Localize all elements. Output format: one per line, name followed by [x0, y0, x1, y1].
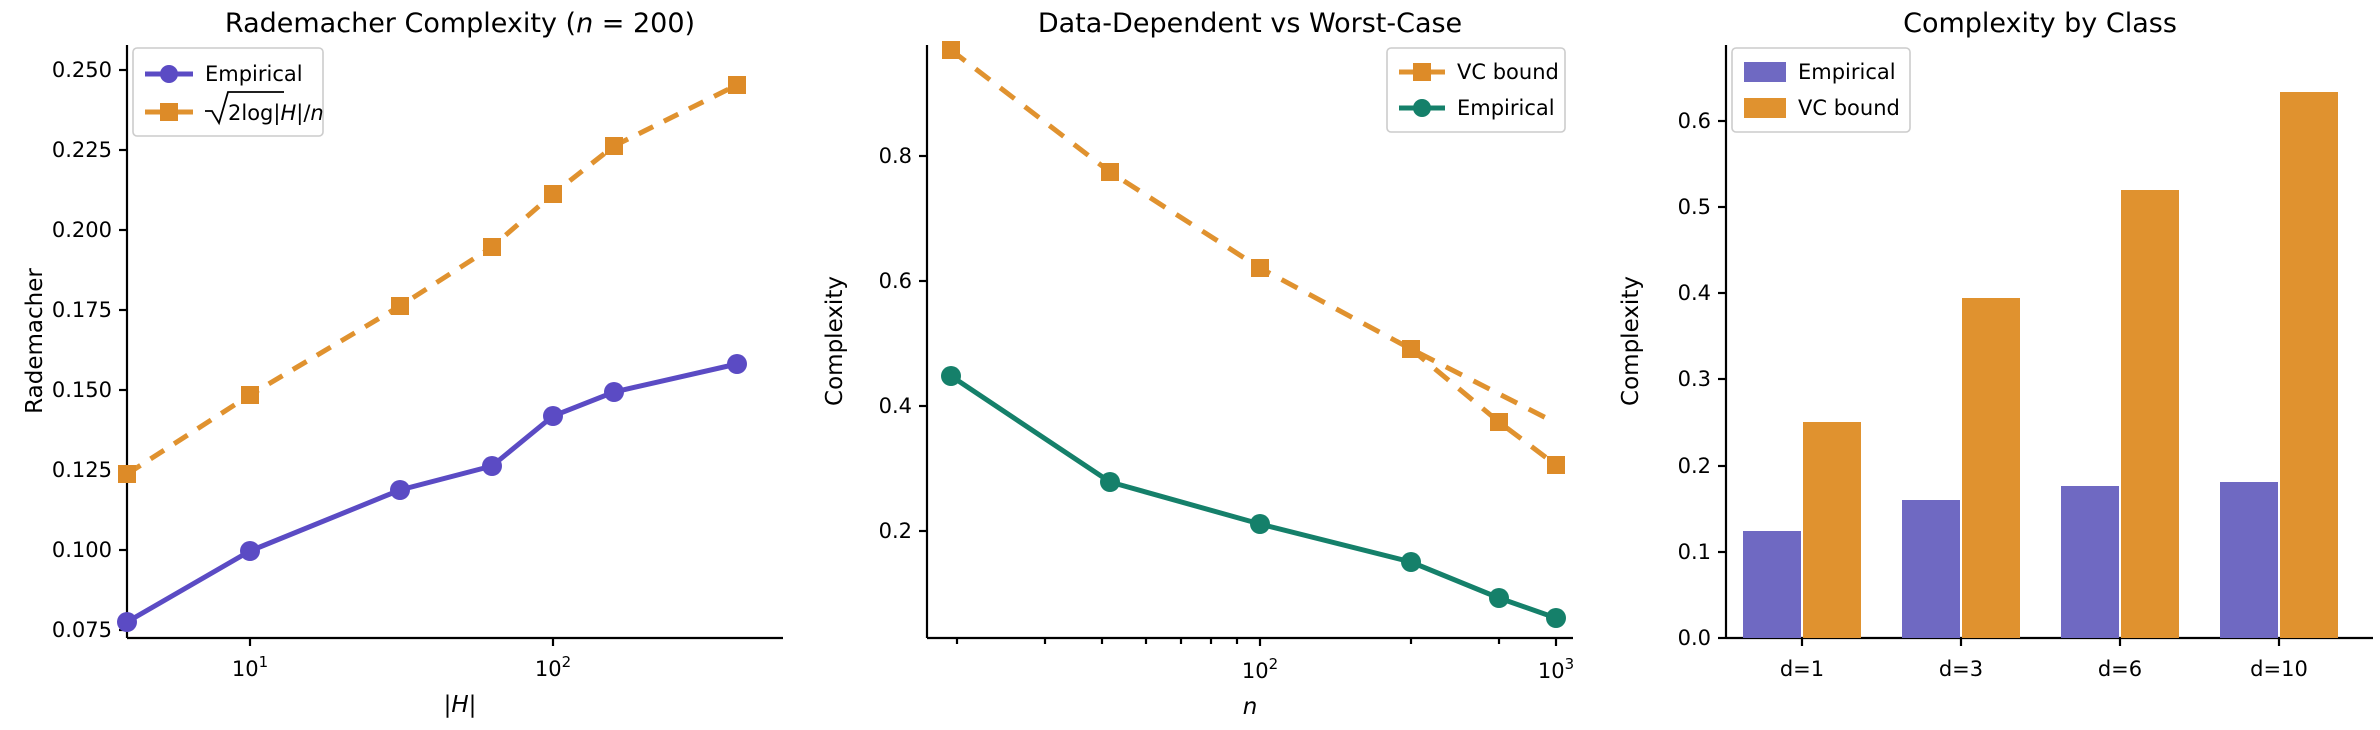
panel-3-legend-label-1: VC bound — [1798, 96, 1900, 120]
panel-1-ylabel: Rademacher — [22, 268, 48, 414]
panel-2-series-empirical — [941, 366, 1566, 628]
bar-vcbound-d1 — [1803, 422, 1861, 638]
panel-3-ylabel: Complexity — [1618, 276, 1644, 406]
empirical-marker-icon — [1413, 99, 1431, 117]
panel-3-xtick-2: d=6 — [2098, 657, 2142, 681]
panel-3-xtick-0: d=1 — [1780, 657, 1824, 681]
panel-2-ytick-2: 0.6 — [879, 269, 912, 293]
panel-3-bars-vc-bound — [1803, 92, 2338, 638]
svg-text:2log|H|/n: 2log|H|/n — [228, 101, 324, 126]
panel-1-ytick-7: 0.250 — [52, 58, 112, 82]
bar-empirical-d3 — [1902, 500, 1960, 638]
panel-2-ytick-1: 0.4 — [879, 394, 912, 418]
panel-1-xtick-1: 102 — [535, 653, 571, 681]
panel-3-ytick-1: 0.1 — [1678, 540, 1711, 564]
panel-2-title: Data-Dependent vs Worst-Case — [1038, 8, 1462, 39]
panel-1-ytick-3: 0.150 — [52, 378, 112, 402]
panel-1-series-vc-bound — [118, 76, 746, 483]
panel-1-ytick-0: 0.075 — [52, 618, 112, 642]
panel-1-series-empirical — [117, 354, 747, 632]
panel-3-ytick-4: 0.4 — [1678, 281, 1711, 305]
panel-2-xtick-1: 103 — [1538, 655, 1574, 683]
panel-2-xtick-0: 102 — [1242, 655, 1278, 683]
panel-1-title: Rademacher Complexity (n = 200) — [225, 8, 695, 39]
panel-2-legend-entry-empirical[interactable]: Empirical — [1399, 96, 1555, 120]
panel-3-xtick-1: d=3 — [1939, 657, 1983, 681]
panel-1-title-eq: = 200) — [593, 8, 695, 39]
panel-2-legend[interactable]: VC bound Empirical — [1386, 47, 1566, 133]
panel-1-legend-entry-sqrt-bound[interactable]: 2log|H|/n — [145, 91, 324, 126]
panel-1-xtick-0: 101 — [232, 653, 268, 681]
panel-1-legend-label-0: Empirical — [205, 62, 303, 86]
panel-3-ytick-2: 0.2 — [1678, 454, 1711, 478]
bar-vcbound-d10 — [2280, 92, 2338, 638]
bar-vcbound-d6 — [2121, 190, 2179, 638]
panel-3-y-ticks: 0.0 0.1 0.2 0.3 0.4 0.5 0.6 — [1678, 109, 1726, 650]
panel-2-ytick-3: 0.8 — [879, 144, 912, 168]
panel-1-x-ticks: 101 102 — [232, 638, 571, 681]
bar-empirical-d6 — [2061, 486, 2119, 638]
panel-1-ytick-1: 0.100 — [52, 538, 112, 562]
panel-2-legend-entry-vc-bound[interactable]: VC bound — [1399, 60, 1559, 84]
panel-1-ytick-4: 0.175 — [52, 298, 112, 322]
panel-1-title-main: Rademacher Complexity ( — [225, 8, 576, 39]
panel-3-ytick-5: 0.5 — [1678, 195, 1711, 219]
panel-1-title-italic: n — [576, 8, 593, 39]
bar-empirical-d10 — [2220, 482, 2278, 638]
empirical-marker-icon — [160, 65, 178, 83]
panel-3-legend[interactable]: Empirical VC bound — [1731, 47, 1911, 133]
panel-2-legend-label-0: VC bound — [1457, 60, 1559, 84]
panel-1-legend-label-1: 2log|H|/n — [205, 91, 324, 126]
panel-complexity-by-class: Complexity by Class 0.0 0.1 0.2 0.3 0.4 … — [1580, 0, 2380, 730]
panel-3-xtick-3: d=10 — [2250, 657, 2308, 681]
bar-empirical-d1 — [1743, 531, 1801, 638]
panel-data-dependent-vs-worst-case: Data-Dependent vs Worst-Case 0.2 0.4 0.6… — [790, 0, 1580, 730]
panel-1-ytick-2: 0.125 — [52, 458, 112, 482]
panel-3-x-ticks: d=1 d=3 d=6 d=10 — [1780, 638, 2308, 681]
panel-2-legend-label-1: Empirical — [1457, 96, 1555, 120]
vc-bound-marker-icon — [160, 103, 178, 121]
panel-1-legend-entry-empirical[interactable]: Empirical — [145, 62, 303, 86]
vc-bound-marker-icon — [1413, 63, 1431, 81]
panel-3-ytick-0: 0.0 — [1678, 626, 1711, 650]
panel-3-legend-entry-vc-bound[interactable]: VC bound — [1744, 96, 1900, 120]
panel-2-series-vc-bound — [942, 41, 1565, 474]
panel-2-ylabel: Complexity — [822, 276, 848, 406]
panel-3-title: Complexity by Class — [1903, 8, 2177, 39]
panel-2-svg: Data-Dependent vs Worst-Case 0.2 0.4 0.6… — [822, 8, 1574, 720]
empirical-swatch-icon — [1744, 62, 1786, 82]
panel-1-ytick-6: 0.225 — [52, 138, 112, 162]
panel-3-legend-label-0: Empirical — [1798, 60, 1896, 84]
panel-1-ytick-5: 0.200 — [52, 218, 112, 242]
vc-bound-swatch-icon — [1744, 98, 1786, 118]
panel-3-ytick-3: 0.3 — [1678, 367, 1711, 391]
panel-2-legend-box — [1386, 47, 1566, 133]
panel-1-svg: Rademacher Complexity (n = 200) 0.075 0.… — [22, 8, 783, 718]
panel-1-y-ticks: 0.075 0.100 0.125 0.150 0.175 0.200 0.22… — [52, 58, 127, 642]
panel-3-svg: Complexity by Class 0.0 0.1 0.2 0.3 0.4 … — [1618, 8, 2373, 681]
panel-3-legend-entry-empirical[interactable]: Empirical — [1744, 60, 1896, 84]
bar-vcbound-d3 — [1962, 298, 2020, 638]
panel-1-xlabel: |H| — [444, 692, 477, 718]
panel-rademacher-complexity: Rademacher Complexity (n = 200) 0.075 0.… — [0, 0, 790, 730]
panel-2-x-ticks: 102 103 — [955, 638, 1574, 683]
panel-2-y-ticks: 0.2 0.4 0.6 0.8 — [879, 144, 927, 543]
panel-2-ytick-0: 0.2 — [879, 519, 912, 543]
panel-3-ytick-6: 0.6 — [1678, 109, 1711, 133]
panel-3-bars-empirical — [1743, 482, 2278, 638]
panel-1-legend[interactable]: Empirical 2log|H|/n — [132, 47, 324, 137]
panel-2-xlabel: n — [1243, 694, 1258, 720]
